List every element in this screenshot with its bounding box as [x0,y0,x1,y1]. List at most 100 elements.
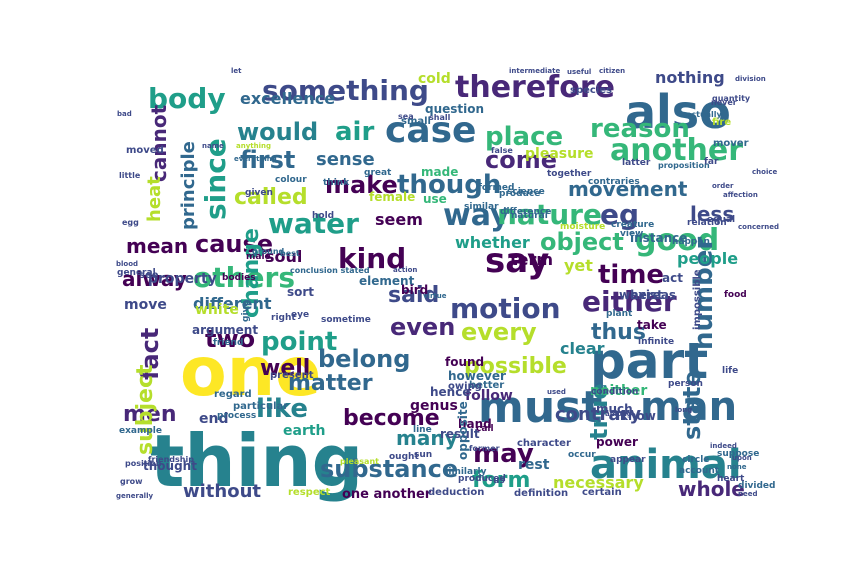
word-need: need [738,490,758,498]
word-man: man [640,384,737,430]
word-friend: friend [213,338,243,348]
word-example: example [119,426,162,436]
word-matter: matter [288,371,373,396]
word-like: like [256,394,308,424]
word-used: used [547,388,566,396]
word-relation: relation [687,218,727,228]
word-made: made [421,165,458,179]
word-part: part [590,332,708,390]
word-follow: follow [465,388,513,404]
word-contrary: contrary [555,404,641,425]
word-position: position [125,459,162,468]
word-kind: kind [338,242,406,275]
word-air: air [335,117,374,147]
word-moisture: moisture [560,222,605,232]
word-must: must [478,382,602,433]
word-reason: reason [590,114,690,144]
word-generally: generally [116,492,153,500]
word-question: question [425,102,484,116]
word-earth: earth [283,423,326,439]
word-property: property [148,271,217,287]
word-hold: hold [312,211,334,221]
word-one-another: one another [342,487,432,502]
word-produced: produced [458,474,506,484]
word-anything: anything [236,142,271,150]
word-subject: subject [133,364,158,455]
word-two: two [205,325,255,353]
word-given: given [245,188,273,198]
word-bodies: bodies [222,273,256,283]
word-intermediate: intermediate [509,67,560,75]
word-better: better [469,380,504,391]
word-less: less [690,202,734,226]
word-long: long [675,406,692,414]
word-rest: rest [518,457,550,473]
word-first: first [240,146,295,174]
word-infinite: infinite [638,337,674,347]
word-proposition: proposition [658,161,710,170]
word-species: species [570,85,612,96]
word-none: none [727,463,747,471]
word-virtue: virtue [423,292,447,300]
word-particular: particular [233,401,288,412]
word-contraries: contraries [588,177,640,187]
word-possible: possible [464,354,567,379]
word-quantity: quantity [712,94,751,103]
word-even: even [390,313,455,341]
word-far: far [704,157,719,167]
word-life: life [722,366,738,376]
word-genus: genus [410,398,458,414]
word-order: order [712,182,734,190]
word-animal: animal [590,442,742,488]
word-well: well [260,356,310,381]
word-place: place [485,122,563,152]
word-state: state [678,370,706,440]
word-thus: thus [591,320,646,345]
word-creature: creature [611,220,654,230]
word-call: call [476,424,494,434]
word-element: element [359,274,415,288]
word-true: true [585,383,613,440]
word-sea: sea [398,112,414,121]
word-right: right [271,313,296,323]
word-fire: fire [712,117,731,128]
word-small: small [401,116,431,127]
word-eg: eg [600,198,639,231]
word-another: another [610,133,743,168]
word-present: present [270,370,314,381]
word-use: use [423,192,447,206]
word-much: much [596,402,633,416]
word-neither: neither [590,383,647,399]
word-become: become [343,406,440,431]
word-substance: substance [320,455,458,483]
word-great: great [364,168,392,178]
word-divided: divided [738,481,775,491]
word-motion: motion [450,292,561,325]
word-every: every [461,318,537,346]
word-indeed: indeed [710,442,737,450]
word-similarly: similarly [443,467,487,477]
word-nature: nature [497,198,602,231]
word-shall: shall [429,113,451,122]
word-regard: regard [214,389,252,400]
word-account: account [679,466,720,476]
word-whether: whether [455,233,530,252]
word-among: among [605,410,632,418]
word-either: either [582,285,677,318]
word-definition: definition [514,488,568,499]
word-necessary: necessary [553,473,644,492]
word-know: know [620,409,656,423]
word-deduction: deduction [428,487,484,498]
word-one: one [180,333,321,412]
word-argument: argument [192,323,258,337]
word-hence: hence [430,385,470,399]
word-form: form [472,468,530,493]
word-heart: heart [717,474,745,484]
word-number: number [689,237,719,350]
word-choice: choice [752,168,777,176]
word-ought: ought [389,452,419,462]
word-heat: heat [144,176,165,222]
word-general: general [117,268,156,278]
word-cannot: cannot [147,104,171,182]
word-called: called [234,185,308,210]
